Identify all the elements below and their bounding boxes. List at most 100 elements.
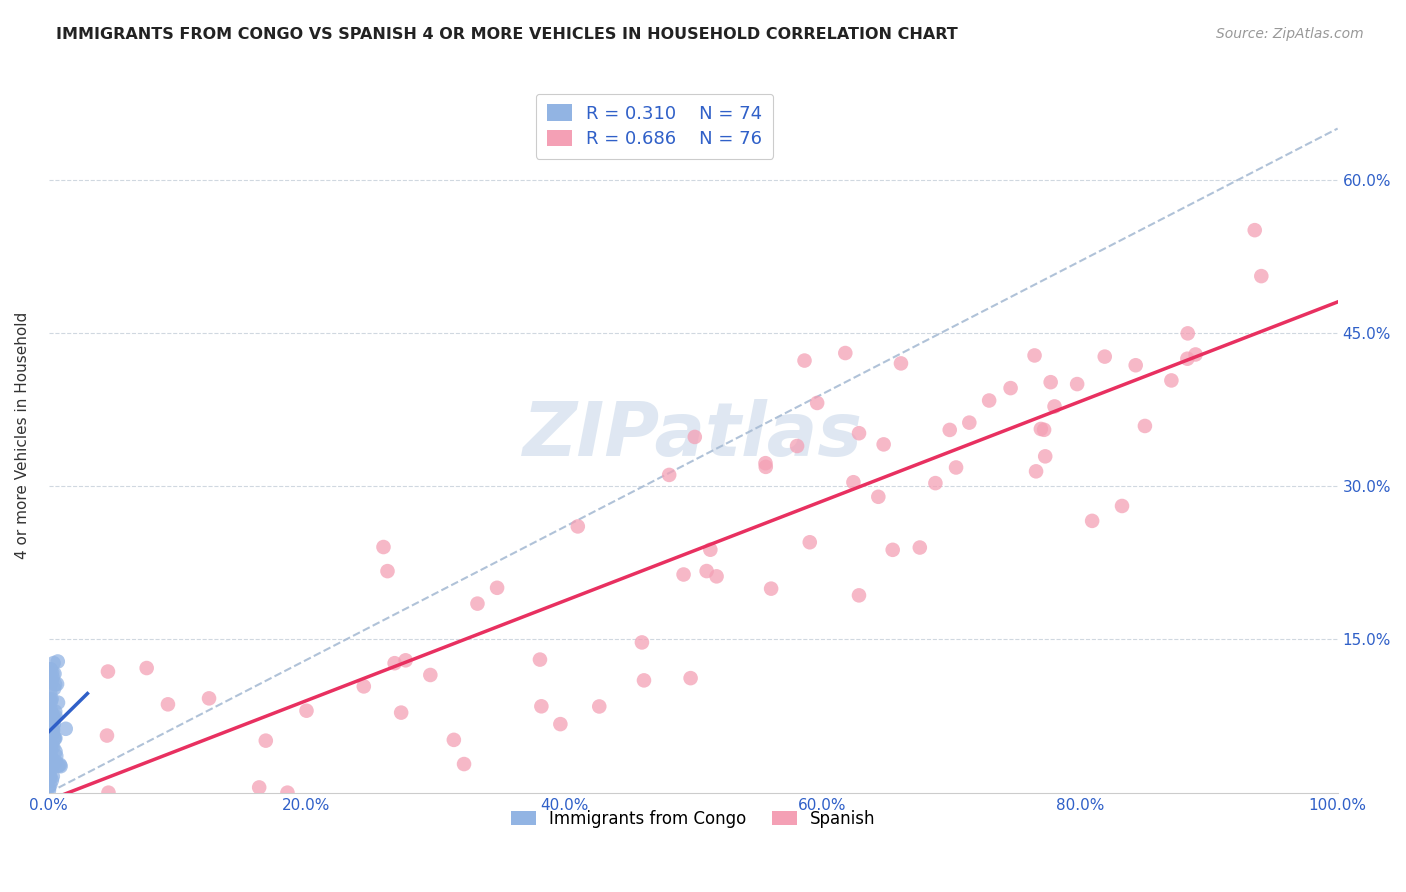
Point [672, 567, 695, 582]
Point [443, 732, 465, 747]
Text: Source: ZipAtlas.com: Source: ZipAtlas.com [1216, 27, 1364, 41]
Point [979, 393, 1001, 408]
Point [1000, 381, 1022, 395]
Point [384, 656, 406, 670]
Point [38, 732, 60, 747]
Point [39, 662, 62, 676]
Point [198, 691, 221, 706]
Point [39, 747, 62, 761]
Point [46, 677, 69, 691]
Point [1133, 419, 1156, 434]
Point [38, 723, 60, 738]
Point [38, 711, 60, 725]
Point [39, 764, 62, 779]
Point [42, 739, 65, 754]
Point [38, 693, 60, 707]
Point [696, 564, 718, 578]
Point [45, 709, 67, 723]
Point [41, 722, 63, 736]
Point [41, 773, 63, 788]
Point [42, 681, 65, 696]
Point [1039, 375, 1062, 389]
Point [41, 670, 63, 684]
Point [882, 542, 904, 557]
Point [39, 662, 62, 676]
Point [42, 769, 65, 783]
Point [1243, 223, 1265, 237]
Point [1094, 350, 1116, 364]
Point [39, 686, 62, 700]
Point [529, 652, 551, 666]
Point [353, 680, 375, 694]
Point [588, 699, 610, 714]
Point [486, 581, 509, 595]
Point [41, 710, 63, 724]
Point [247, 780, 270, 795]
Point [706, 569, 728, 583]
Point [530, 699, 553, 714]
Point [295, 704, 318, 718]
Point [46, 655, 69, 669]
Point [1033, 423, 1056, 437]
Point [39, 756, 62, 771]
Point [633, 673, 655, 688]
Point [39, 703, 62, 717]
Point [135, 661, 157, 675]
Point [793, 353, 815, 368]
Point [41, 673, 63, 687]
Point [1081, 514, 1104, 528]
Point [42, 723, 65, 737]
Legend: Immigrants from Congo, Spanish: Immigrants from Congo, Spanish [505, 803, 882, 834]
Point [46, 696, 69, 710]
Point [377, 564, 399, 578]
Point [1029, 422, 1052, 436]
Point [38, 771, 60, 785]
Point [41, 709, 63, 723]
Point [908, 541, 931, 555]
Point [938, 423, 960, 437]
Point [467, 597, 489, 611]
Point [394, 653, 416, 667]
Point [39, 714, 62, 729]
Point [872, 437, 894, 451]
Point [373, 540, 395, 554]
Point [699, 542, 721, 557]
Point [55, 722, 77, 736]
Point [453, 757, 475, 772]
Point [44, 677, 66, 691]
Point [1177, 351, 1199, 366]
Point [44, 666, 66, 681]
Point [1025, 464, 1047, 478]
Point [1177, 326, 1199, 341]
Point [44, 731, 66, 746]
Point [38, 703, 60, 717]
Point [39, 770, 62, 784]
Point [39, 673, 62, 688]
Point [276, 786, 298, 800]
Point [38, 748, 60, 763]
Point [38, 747, 60, 762]
Y-axis label: 4 or more Vehicles in Household: 4 or more Vehicles in Household [15, 311, 30, 558]
Point [38, 783, 60, 797]
Point [755, 459, 778, 474]
Point [45, 748, 67, 763]
Point [754, 456, 776, 470]
Text: ZIPatlas: ZIPatlas [523, 399, 863, 472]
Point [44, 705, 66, 719]
Point [44, 731, 66, 746]
Point [38, 753, 60, 767]
Point [550, 717, 572, 731]
Point [1024, 348, 1046, 362]
Point [97, 786, 120, 800]
Point [567, 519, 589, 533]
Point [389, 706, 412, 720]
Point [679, 671, 702, 685]
Point [1250, 269, 1272, 284]
Point [1066, 377, 1088, 392]
Point [39, 714, 62, 728]
Point [924, 476, 946, 491]
Point [254, 733, 277, 747]
Point [945, 460, 967, 475]
Point [39, 714, 62, 728]
Point [41, 725, 63, 739]
